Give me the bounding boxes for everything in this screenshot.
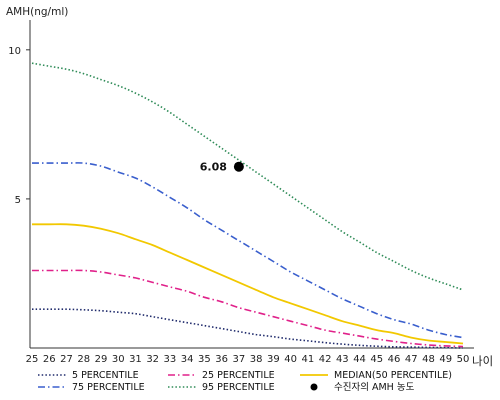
x-tick-label: 26 [43,354,56,365]
x-tick-label: 27 [60,354,73,365]
legend-label: 5 PERCENTILE [72,370,139,381]
x-tick-label: 34 [181,354,194,365]
legend: 5 PERCENTILE 25 PERCENTILE MEDIAN(50 PERCE… [38,370,452,393]
x-tick-label: 40 [284,354,297,365]
x-tick-label: 25 [26,354,39,365]
x-tick-label: 45 [370,354,383,365]
series-lines [31,62,464,349]
x-tick-label: 49 [439,354,452,365]
x-tick-label: 43 [336,354,349,365]
legend-label: 95 PERCENTILE [202,382,275,393]
x-tick-label: 36 [215,354,228,365]
x-tick-label: 44 [353,354,366,365]
legend-label: 수진자의 AMH 농도 [334,382,415,393]
x-tick-label: 38 [250,354,263,365]
legend-label: 25 PERCENTILE [202,370,275,381]
legend-label: 75 PERCENTILE [72,382,145,393]
legend-label: MEDIAN(50 PERCENTILE) [334,370,452,381]
x-tick-label: 47 [405,354,418,365]
patient-point-group: 6.08 [200,161,244,174]
x-tick-label: 35 [198,354,211,365]
x-tick-label: 29 [95,354,108,365]
x-tick-label: 28 [77,354,90,365]
x-tick-label: 48 [422,354,435,365]
y-tick-label: 5 [15,195,21,206]
x-tick-label: 46 [388,354,401,365]
series-line [31,62,464,291]
y-tick-label: 10 [8,46,21,57]
x-axis-label: 나이 [472,354,493,368]
x-tick-label: 42 [319,354,332,365]
x-tick-label: 33 [164,354,177,365]
patient-point [233,161,244,172]
y-axis-label: AMH(ng/ml) [6,6,68,18]
x-tick-label: 37 [233,354,246,365]
x-tick-label: 39 [267,354,280,365]
x-tick-label: 41 [301,354,314,365]
series-line [32,162,464,339]
series-line [31,223,464,345]
x-tick-label: 30 [112,354,125,365]
axis-ticks: 25 26 27 28 29 30 31 32 33 34 35 36 37 38 39 40 41 42 43 44… [8,46,469,365]
x-tick-label: 32 [146,354,159,365]
legend-swatch [310,383,318,391]
patient-point-label: 6.08 [200,161,227,174]
x-tick-label: 31 [129,354,142,365]
series-line [31,269,464,348]
x-tick-label: 50 [457,354,470,365]
series-line [32,308,464,349]
